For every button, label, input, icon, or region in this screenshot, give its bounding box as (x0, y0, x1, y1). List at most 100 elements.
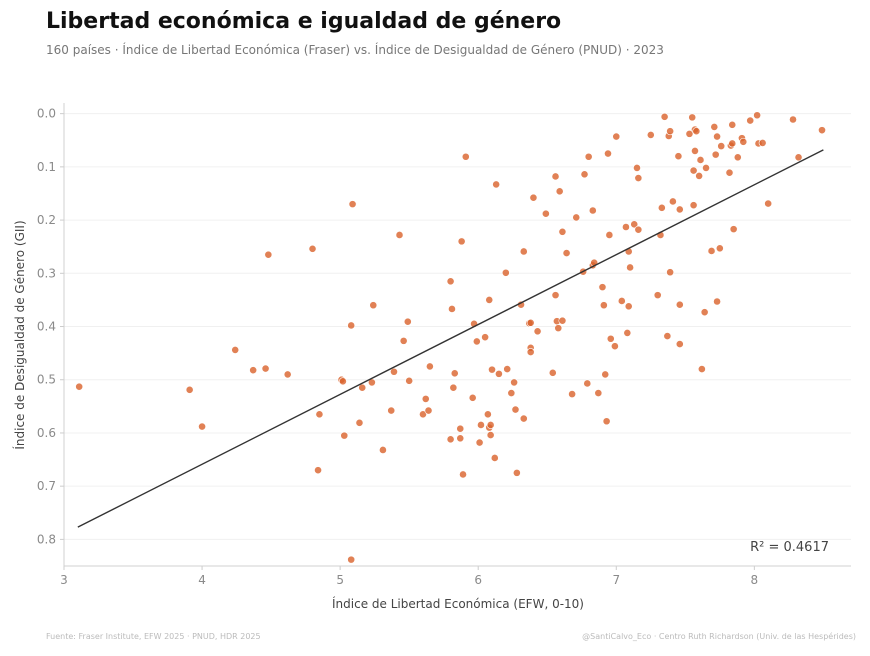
data-point (584, 152, 593, 161)
data-point (481, 333, 490, 342)
data-point (700, 308, 709, 317)
data-point (594, 389, 603, 397)
data-point (713, 132, 721, 141)
data-point (634, 174, 643, 182)
data-point (572, 213, 581, 222)
data-point (456, 434, 465, 443)
points-layer (75, 111, 826, 564)
data-point (510, 378, 519, 387)
data-point (519, 414, 528, 423)
data-point (347, 321, 356, 330)
data-point (624, 302, 633, 311)
data-point (674, 152, 683, 161)
data-point (725, 168, 734, 177)
data-point (695, 172, 704, 180)
data-point (617, 297, 626, 305)
y-tick-label: 0.0 (37, 107, 56, 121)
data-point (715, 244, 724, 253)
data-point (622, 223, 630, 231)
y-axis-label: Índice de Desigualdad de Género (GII) (12, 220, 27, 449)
data-point (390, 367, 398, 376)
data-point (483, 410, 492, 419)
data-point (529, 193, 538, 202)
data-point (675, 300, 684, 309)
data-point (308, 244, 317, 253)
data-point (633, 164, 641, 172)
data-point (605, 231, 614, 239)
data-point (568, 390, 576, 399)
data-point (580, 170, 589, 179)
data-point (503, 365, 512, 373)
data-point (387, 406, 396, 415)
data-point (456, 424, 465, 433)
data-point (339, 377, 347, 386)
data-point (606, 334, 615, 343)
data-point (558, 316, 567, 325)
data-point (646, 131, 655, 139)
data-point (526, 348, 535, 356)
data-point (657, 203, 666, 212)
chart-title: Libertad económica e igualdad de género (46, 9, 562, 34)
data-point (660, 112, 669, 121)
data-point (688, 113, 697, 122)
data-point (758, 139, 767, 147)
y-tick-label: 0.2 (37, 213, 56, 227)
data-point (666, 127, 675, 136)
data-point (713, 297, 721, 306)
data-point (583, 379, 592, 388)
data-point (468, 393, 477, 402)
data-point (347, 555, 356, 564)
grid-layer (64, 113, 851, 540)
data-point (548, 368, 557, 377)
data-point (739, 137, 748, 146)
data-point (588, 206, 597, 215)
x-tick-label: 6 (474, 573, 482, 587)
x-axis-label: Índice de Libertad Económica (EFW, 0-10) (332, 596, 584, 611)
data-point (729, 225, 738, 234)
data-point (492, 180, 501, 189)
data-point (653, 291, 662, 300)
data-point (472, 337, 481, 346)
y-tick-label: 0.1 (37, 160, 56, 174)
data-point (395, 231, 404, 239)
data-point (488, 365, 496, 374)
data-point (562, 249, 571, 257)
data-point (733, 153, 742, 162)
data-point (198, 422, 206, 431)
y-tick-label: 0.4 (37, 320, 56, 334)
data-point (598, 283, 607, 292)
data-point (554, 324, 563, 333)
data-point (399, 336, 408, 345)
data-point (601, 370, 610, 379)
data-point (461, 152, 470, 161)
data-point (818, 126, 826, 135)
data-point (551, 172, 560, 181)
axis-layer: 0.0 0.1 0.2 0.3 0.4 0.5 0.6 0.7 0.8 3 4 5 6 7 8 (37, 103, 851, 587)
data-point (425, 362, 434, 371)
data-point (421, 394, 430, 403)
data-point (666, 268, 675, 277)
data-point (533, 327, 542, 336)
data-point (689, 166, 698, 175)
data-point (448, 305, 456, 313)
data-point (249, 366, 258, 375)
data-point (511, 405, 520, 414)
data-point (355, 418, 364, 427)
x-tick-label: 5 (336, 573, 344, 587)
data-point (485, 296, 494, 304)
data-point (728, 139, 737, 148)
data-point (558, 227, 567, 236)
data-point (512, 468, 521, 477)
data-point (185, 385, 194, 394)
data-point (692, 127, 701, 136)
data-point (379, 446, 387, 454)
data-point (348, 200, 357, 209)
source-footer: Fuente: Fraser Institute, EFW 2025 · PNU… (46, 632, 261, 641)
data-point (623, 329, 632, 337)
trend-line (77, 149, 824, 528)
chart-subtitle: 160 países · Índice de Libertad Económic… (46, 43, 664, 57)
data-point (340, 431, 349, 440)
data-point (691, 146, 699, 155)
data-point (495, 369, 503, 378)
